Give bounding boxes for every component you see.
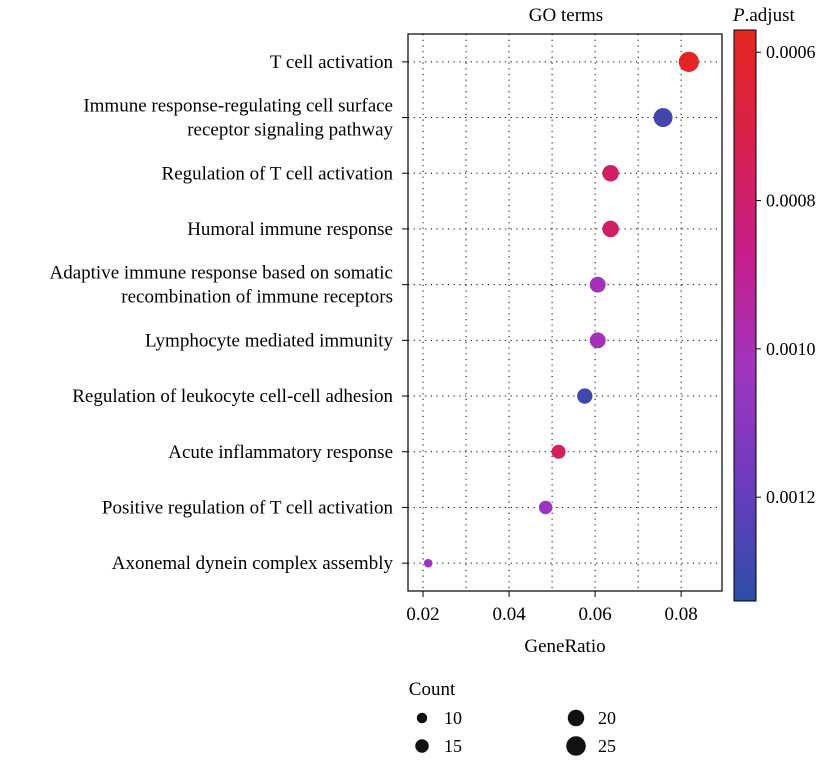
x-tick-label: 0.02 [406,604,439,625]
data-points [423,51,699,568]
colorbar-tick-label: 0.0006 [766,42,816,62]
chart-title: GO terms [529,5,603,26]
colorbar-title-italic: P [732,5,745,26]
size-legend: Count 10 15 20 25 [409,679,616,756]
size-legend-label: 15 [444,736,462,756]
size-legend-dot [567,709,585,727]
colorbar-legend: P.adjust 0.0006 0.0008 0.0010 0.0012 [732,5,816,602]
size-legend-dot [415,739,429,753]
term-label: Regulation of T cell activation [162,163,394,184]
data-point [551,444,566,459]
size-legend-label: 20 [598,708,616,728]
term-label: Acute inflammatory response [168,442,393,463]
data-point [423,558,433,568]
size-legend-label: 25 [598,736,616,756]
data-point [538,500,553,515]
term-labels: T cell activation Immune response-regulat… [49,52,408,574]
term-label: Lymphocyte mediated immunity [145,330,394,351]
colorbar-title: P.adjust [732,5,795,26]
size-legend-dot [416,712,428,724]
term-label: Humoral immune response [187,219,393,240]
data-point [678,51,699,72]
size-legend-dot [566,736,586,756]
data-point [589,276,606,293]
x-tick-label: 0.04 [492,604,526,625]
term-label: Positive regulation of T cell activation [102,497,394,518]
term-label: T cell activation [270,52,394,73]
size-legend-label: 10 [444,708,462,728]
data-point [602,164,619,182]
x-axis-label: GeneRatio [524,636,605,657]
colorbar-tick-label: 0.0008 [766,191,816,211]
x-axis: 0.02 0.04 0.06 0.08 [406,591,698,625]
term-label: Immune response-regulating cell surface [83,96,393,117]
grid-lines [408,34,722,591]
data-point [653,108,673,128]
data-point [602,220,619,238]
term-label: Axonemal dynein complex assembly [112,553,394,574]
data-point [577,388,593,404]
x-tick-label: 0.08 [665,604,698,625]
colorbar-tick-label: 0.0010 [766,339,816,359]
term-label: Adaptive immune response based on somati… [49,263,393,284]
colorbar-title-rest: .adjust [745,5,796,26]
term-label: Regulation of leukocyte cell-cell adhesi… [72,386,393,407]
term-label: receptor signaling pathway [187,120,393,141]
plot-panel [407,33,723,592]
data-point [589,332,606,349]
colorbar-tick-label: 0.0012 [766,487,816,507]
x-tick-label: 0.06 [578,604,611,625]
term-label: recombination of immune receptors [121,287,393,308]
size-legend-title: Count [409,679,456,700]
colorbar-gradient [733,29,757,602]
